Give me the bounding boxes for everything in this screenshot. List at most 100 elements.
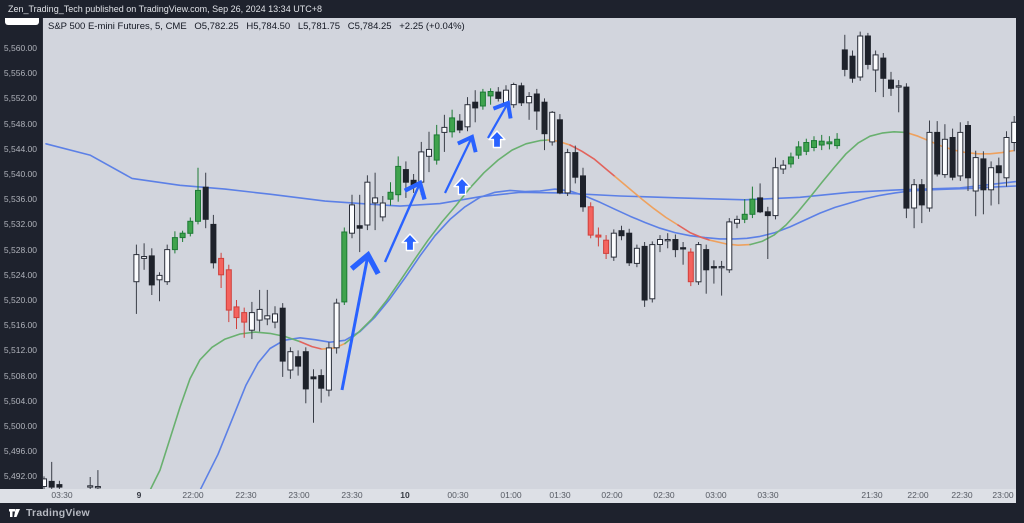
price-axis-label: 5,520.00 — [3, 295, 37, 305]
candle — [402, 169, 409, 183]
candle — [780, 164, 787, 170]
candle — [133, 254, 140, 283]
up-arrow-marker-icon[interactable] — [453, 177, 471, 196]
candle — [210, 223, 217, 264]
candle — [141, 256, 148, 259]
price-axis-label: 5,496.00 — [3, 446, 37, 457]
candle — [472, 101, 479, 109]
candle — [356, 225, 363, 229]
candle — [225, 269, 232, 311]
candle — [764, 211, 771, 217]
candle — [87, 485, 94, 488]
up-arrow-marker-icon[interactable] — [488, 130, 506, 149]
candle — [218, 257, 225, 276]
trend-arrow-line[interactable] — [444, 134, 478, 194]
time-axis-label: 00:30 — [447, 490, 469, 500]
price-axis-label: 5,504.00 — [3, 395, 37, 406]
trend-arrow-line[interactable] — [383, 179, 427, 263]
candle — [926, 131, 933, 209]
open-value: O5,782.25 — [194, 21, 239, 32]
candle — [580, 175, 586, 208]
candle — [657, 239, 663, 245]
footer-bar: TradingView — [0, 503, 1024, 523]
candle — [1003, 137, 1010, 179]
tradingview-logo-icon — [9, 509, 20, 517]
candle — [256, 308, 263, 321]
candle — [649, 244, 656, 300]
candle — [379, 202, 386, 218]
candle — [626, 232, 633, 264]
price-axis-label: 5,508.00 — [3, 370, 37, 381]
candle — [610, 232, 617, 258]
time-axis-label: 02:30 — [653, 490, 675, 500]
candle — [526, 96, 533, 104]
candle — [949, 137, 956, 178]
candle — [895, 85, 902, 88]
candle — [433, 134, 440, 161]
candle — [880, 57, 887, 79]
candle — [872, 54, 879, 71]
candle — [741, 213, 748, 220]
drawn-annotations[interactable] — [340, 100, 513, 391]
price-axis-label: 5,524.00 — [3, 269, 37, 280]
candle — [710, 266, 717, 269]
candle — [772, 167, 779, 217]
candle — [156, 274, 163, 281]
candle — [811, 140, 817, 149]
candle — [980, 158, 987, 191]
candle — [310, 376, 317, 380]
candle — [410, 179, 417, 186]
candle — [603, 239, 610, 254]
candle — [903, 86, 910, 209]
candle — [487, 91, 494, 97]
candle — [826, 141, 833, 145]
candle — [965, 125, 971, 179]
price-axis-label: 5,536.00 — [3, 194, 37, 205]
candle — [703, 249, 710, 271]
candle — [734, 218, 740, 224]
candle — [479, 91, 486, 107]
candle — [564, 152, 571, 194]
candle — [934, 131, 941, 175]
candle — [518, 85, 525, 104]
colored-ma-down-3 — [677, 224, 711, 241]
time-axis-label: 03:30 — [757, 490, 779, 500]
high-value: H5,784.50 — [246, 21, 291, 32]
time-axis[interactable]: 03:30 9 22:00 22:30 23:00 23:30 10 00:30 01:00 01… — [0, 489, 1016, 503]
up-arrow-marker-icon[interactable] — [401, 233, 419, 252]
fast-blue-ma — [199, 185, 1017, 492]
candle — [503, 89, 509, 104]
candle — [202, 186, 209, 220]
attribution-text: Zen_Trading_Tech published on TradingVie… — [8, 4, 322, 14]
trend-arrow-line[interactable] — [487, 100, 513, 139]
candle — [164, 249, 171, 283]
candle — [325, 347, 332, 391]
colored-ma-up-2 — [344, 139, 549, 345]
candle — [695, 244, 702, 283]
time-axis-label: 02:00 — [601, 490, 623, 500]
time-axis-label: 22:00 — [182, 490, 204, 500]
candle — [995, 165, 1002, 174]
trend-arrow-line[interactable] — [340, 250, 381, 391]
time-axis-label: 03:00 — [705, 490, 727, 500]
change-value: +2.25 (+0.04%) — [399, 21, 465, 32]
candle — [795, 146, 802, 156]
candle — [918, 184, 925, 206]
candle — [618, 230, 625, 237]
symbol-legend: S&P 500 E-mini Futures, 5, CME O5,782.25… — [48, 21, 470, 32]
price-axis-label: 5,556.00 — [3, 68, 37, 79]
candle — [148, 255, 155, 286]
price-axis[interactable]: 5,560.00 5,556.00 5,552.00 5,548.00 5,544.00… — [0, 18, 43, 489]
price-axis-label: 5,512.00 — [3, 345, 37, 356]
candle — [834, 138, 841, 147]
candle — [94, 486, 101, 489]
candle — [510, 84, 517, 106]
candle — [248, 312, 255, 331]
symbol-title[interactable]: S&P 500 E-mini Futures, 5, CME — [48, 21, 187, 32]
candle — [757, 197, 764, 213]
colored-ma-down-2 — [569, 144, 616, 178]
candle — [687, 251, 694, 283]
colored-ma-up-1 — [149, 331, 301, 492]
